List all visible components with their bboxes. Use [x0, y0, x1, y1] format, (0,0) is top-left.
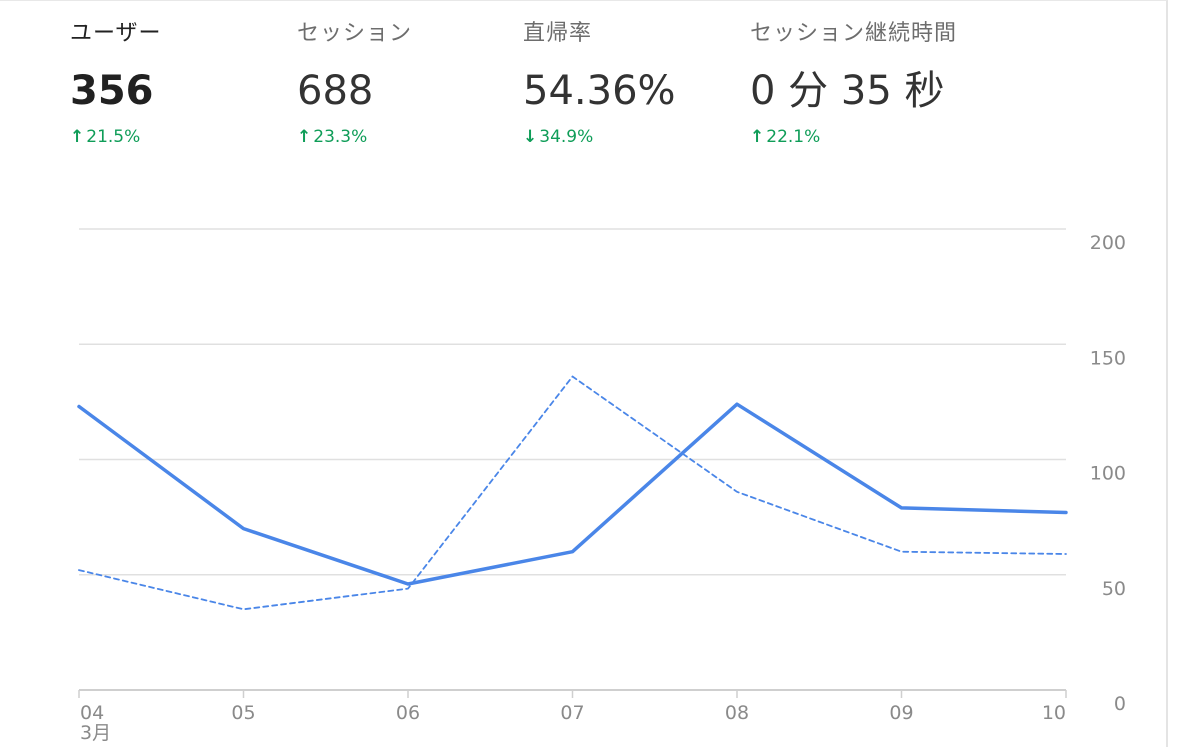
series-line-comparison [78, 375, 1067, 611]
series-line-current [77, 402, 1068, 586]
x-tick-label: 07 [560, 702, 584, 724]
x-tick-label: 05 [231, 702, 255, 724]
metric-session-duration-label: セッション継続時間 [750, 21, 958, 46]
metric-sessions[interactable]: セッション 688 ↑ 23.3% [297, 15, 412, 147]
metric-sessions-label: セッション [297, 21, 413, 46]
x-tick-label: 06 [396, 702, 420, 724]
x-month-label: 3月 [80, 722, 111, 744]
y-axis-ticks: 200 150 100 50 0 [1090, 232, 1126, 715]
metric-users-label: ユーザー [70, 21, 162, 46]
metric-users[interactable]: ユーザー 356 ↑ 21.5% [70, 15, 162, 147]
x-axis-ticks: 04 05 06 07 08 09 10 3月 [78, 690, 1067, 744]
x-tick-label: 09 [889, 702, 913, 724]
metric-users-change: ↑ 21.5% [70, 127, 162, 147]
metric-bounce-rate-value: 54.36% [523, 68, 676, 114]
y-tick-label: 0 [1114, 693, 1126, 715]
metric-users-value: 356 [70, 68, 154, 114]
y-tick-label: 100 [1090, 463, 1126, 485]
series-lines [77, 375, 1068, 611]
metric-bounce-rate-change: ↓ 34.9% [523, 127, 676, 147]
metric-bounce-rate[interactable]: 直帰率 54.36% ↓ 34.9% [523, 15, 676, 147]
metric-bounce-rate-label: 直帰率 [523, 21, 593, 46]
y-tick-label: 50 [1102, 578, 1126, 600]
arrow-up-icon: ↑ [70, 127, 85, 147]
arrow-up-icon: ↑ [750, 127, 765, 147]
metric-session-duration-change: ↑ 22.1% [750, 127, 957, 147]
gridlines [79, 228, 1066, 691]
metric-sessions-change-value: 23.3% [313, 127, 368, 147]
metric-users-change-value: 21.5% [86, 127, 141, 147]
metric-bounce-rate-change-value: 34.9% [539, 127, 594, 147]
analytics-card: ユーザー 356 ↑ 21.5% セッション 688 ↑ 23.3% 直帰率 54.… [0, 0, 1168, 747]
y-tick-label: 200 [1090, 232, 1126, 254]
metric-sessions-change: ↑ 23.3% [297, 127, 412, 147]
line-chart: 200 150 100 50 0 04 05 06 07 08 09 10 3月 [77, 228, 1126, 744]
x-tick-label: 08 [725, 702, 749, 724]
x-tick-label: 10 [1042, 702, 1066, 724]
arrow-down-icon: ↓ [523, 127, 538, 147]
metric-session-duration-change-value: 22.1% [766, 127, 821, 147]
x-tick-label: 04 [80, 702, 104, 724]
arrow-up-icon: ↑ [297, 127, 312, 147]
metric-sessions-value: 688 [297, 68, 374, 114]
metric-session-duration-value: 0 分 35 秒 [750, 68, 945, 114]
y-tick-label: 150 [1090, 347, 1126, 369]
metric-session-duration[interactable]: セッション継続時間 0 分 35 秒 ↑ 22.1% [750, 15, 957, 147]
